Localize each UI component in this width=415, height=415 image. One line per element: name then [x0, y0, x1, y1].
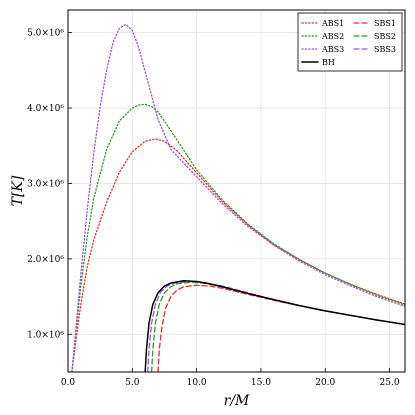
x-tick-label: 0.0: [61, 378, 76, 388]
legend-label-abs2: ABS2: [321, 32, 344, 41]
x-axis-label: r/M: [224, 393, 250, 409]
x-tick-label: 25.0: [380, 378, 400, 388]
series-line-abs1: [71, 138, 405, 372]
legend-label-abs3: ABS3: [321, 45, 344, 54]
legend-label-bh: BH: [322, 58, 335, 67]
y-tick-label: 4.0×10⁶: [27, 104, 64, 114]
series-line-abs2: [71, 103, 405, 372]
y-tick-label: 2.0×10⁶: [27, 255, 64, 265]
legend-label-sbs2: SBS2: [374, 32, 396, 41]
legend-label-abs1: ABS1: [321, 19, 344, 28]
y-tick-label: 3.0×10⁶: [27, 179, 64, 189]
series-line-bh: [144, 280, 405, 372]
legend-label-sbs1: SBS1: [374, 19, 396, 28]
series-line-abs3: [71, 23, 405, 372]
x-tick-label: 10.0: [187, 378, 207, 388]
x-tick-label: 20.0: [315, 378, 335, 388]
x-tick-label: 15.0: [251, 378, 271, 388]
y-tick-label: 1.0×10⁶: [27, 330, 64, 340]
series-line-sbs3: [147, 280, 405, 372]
legend-label-sbs3: SBS3: [374, 45, 396, 54]
axis-ticks: 0.0 5.0 10.0 15.0 20.0 25.0 1.0×10⁶ 2.0×10⁶ 3.0×…: [27, 29, 400, 388]
series-line-sbs2: [150, 281, 405, 372]
y-axis-label: T[K]: [10, 175, 26, 206]
legend: ABS1 SBS1 ABS2 SBS2 ABS3 SBS3 BH: [297, 12, 403, 72]
y-tick-label: 5.0×10⁶: [27, 29, 64, 39]
plot-frame: [67, 9, 406, 373]
series-layer: [71, 23, 405, 372]
x-tick-label: 5.0: [125, 378, 140, 388]
series-line-sbs1: [157, 284, 405, 372]
